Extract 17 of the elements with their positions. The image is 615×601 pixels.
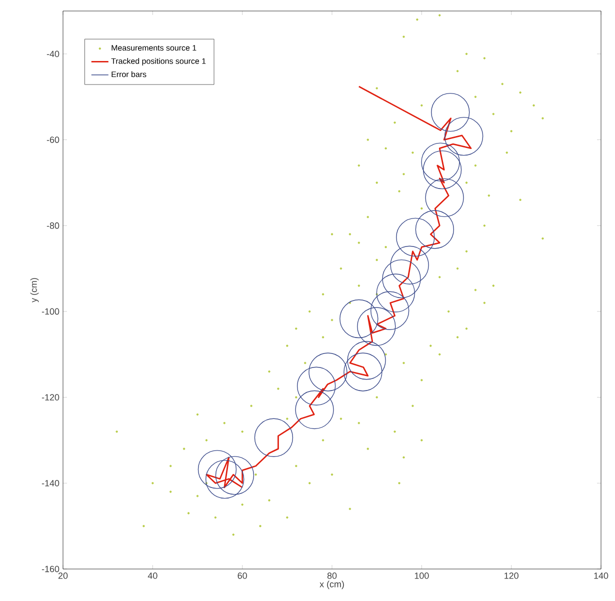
x-axis-title: x (cm) <box>320 580 344 590</box>
y-axis-title: y (cm) <box>30 278 39 302</box>
y-tick-label: -80 <box>46 222 60 229</box>
y-tick-label: -60 <box>46 136 60 143</box>
x-tick-label: 120 <box>504 572 518 579</box>
y-tick-label: -140 <box>42 480 60 486</box>
x-tick-label: 40 <box>148 572 158 579</box>
x-tick-label: 100 <box>414 572 429 579</box>
x-tick-label: 20 <box>58 572 68 579</box>
x-tick-label: 80 <box>327 572 337 579</box>
y-tick-label: -40 <box>46 50 60 58</box>
x-tick-label: 140 <box>594 572 608 579</box>
y-tick-label: -160 <box>42 566 60 572</box>
line-series <box>206 86 472 488</box>
y-tick-label: -100 <box>42 308 60 315</box>
x-tick-label: 60 <box>238 572 247 579</box>
y-tick-label: -120 <box>42 394 60 400</box>
